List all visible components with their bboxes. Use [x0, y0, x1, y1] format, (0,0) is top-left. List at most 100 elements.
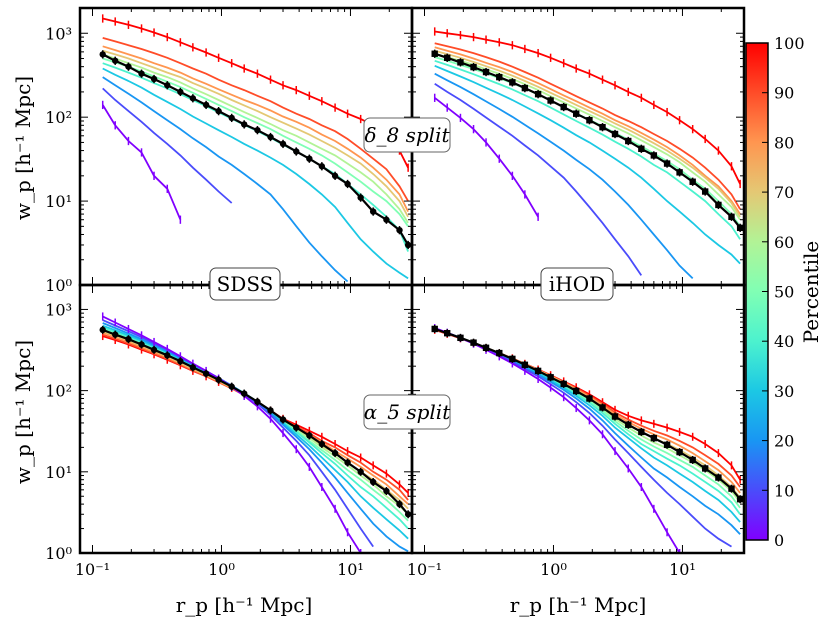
- data-point: [306, 155, 313, 162]
- series-top-left-90: [102, 37, 409, 202]
- y-axis-label-bottom: w_p [h⁻¹ Mpc]: [11, 340, 35, 484]
- data-point: [701, 188, 709, 195]
- data-point: [547, 374, 554, 381]
- series-bottom-left-50: [102, 327, 409, 522]
- data-point: [521, 361, 529, 369]
- colorbar-tick-label: 40: [774, 332, 794, 351]
- x-tick-label: 10⁰: [540, 560, 567, 579]
- data-point: [125, 63, 132, 70]
- data-point: [164, 352, 171, 359]
- data-point: [586, 395, 593, 402]
- series-line-10: [434, 83, 643, 276]
- data-point: [150, 346, 158, 354]
- data-point: [650, 434, 658, 442]
- series-top-left-all: [99, 50, 412, 250]
- series-line-20: [102, 76, 349, 283]
- split-label-alpha5: α_5 split: [363, 394, 451, 430]
- data-point: [215, 107, 222, 115]
- series-bottom-right-all: [431, 324, 744, 504]
- colorbar-tick-label: 100: [774, 34, 805, 53]
- colorbar-tick-label: 0: [774, 531, 784, 550]
- data-point: [331, 449, 339, 457]
- series-line-30: [434, 64, 741, 265]
- series-line-100: [434, 30, 741, 185]
- colorbar-tick-label: 10: [774, 481, 794, 500]
- data-point: [112, 331, 119, 338]
- data-point: [444, 54, 451, 61]
- data-point: [150, 75, 158, 83]
- data-point: [715, 474, 722, 481]
- svg-text:iHOD: iHOD: [549, 272, 605, 296]
- data-point: [457, 334, 464, 342]
- data-point: [189, 95, 197, 102]
- series-line-0: [434, 97, 539, 218]
- colorbar-tick-label: 20: [774, 432, 794, 451]
- data-point: [202, 370, 210, 377]
- series-top-left-0: [101, 100, 182, 224]
- data-point: [369, 208, 377, 215]
- data-point: [638, 145, 645, 152]
- series-line-30: [434, 327, 741, 523]
- data-point: [125, 335, 132, 343]
- series-line-90: [102, 37, 409, 202]
- data-point: [228, 383, 235, 390]
- data-point: [138, 70, 145, 77]
- data-point: [676, 169, 683, 176]
- data-point: [254, 126, 261, 134]
- series-line-50: [102, 327, 409, 522]
- panels: [99, 14, 744, 553]
- data-point: [279, 140, 287, 148]
- data-point: [736, 224, 744, 232]
- svg-text:δ_8 split: δ_8 split: [364, 123, 450, 147]
- data-point: [215, 376, 222, 383]
- series-top-right-30: [434, 64, 741, 265]
- data-point: [344, 459, 351, 466]
- data-point: [599, 123, 606, 131]
- data-point: [457, 59, 464, 66]
- data-point: [369, 478, 377, 486]
- data-point: [228, 114, 235, 122]
- series-top-right-all: [431, 49, 744, 232]
- series-top-right-10: [434, 83, 643, 276]
- y-tick-label: 10¹: [45, 463, 72, 482]
- data-point: [357, 468, 364, 476]
- series-top-left-20: [102, 76, 349, 283]
- data-point: [663, 441, 671, 449]
- colorbar-tick-label: 70: [774, 183, 794, 202]
- sample-label-ihod: iHOD: [540, 267, 614, 301]
- sample-label-sdss: SDSS: [209, 267, 281, 301]
- colorbar-label: Percentile: [799, 241, 823, 344]
- series-line-80: [434, 46, 741, 215]
- data-point: [254, 398, 261, 405]
- data-point: [611, 413, 619, 420]
- data-point: [164, 82, 171, 89]
- data-point: [482, 344, 490, 351]
- panel-top-right: [431, 27, 744, 280]
- series-bottom-left-all: [99, 325, 412, 519]
- data-point: [112, 57, 119, 64]
- colorbar-tick-label: 90: [774, 84, 794, 103]
- y-tick-label: 10³: [45, 24, 72, 43]
- data-point: [625, 137, 632, 145]
- series-line-10: [434, 327, 732, 548]
- series-line-60: [434, 328, 741, 503]
- data-point: [599, 404, 606, 411]
- data-point: [509, 79, 516, 86]
- data-point: [496, 349, 503, 357]
- panel-frame: [78, 283, 414, 555]
- data-point: [534, 367, 542, 375]
- series-bottom-left-10: [102, 319, 374, 548]
- panel-bottom-left: [99, 312, 412, 553]
- series-line-30: [102, 324, 409, 540]
- series-line-70: [102, 49, 409, 218]
- data-point: [138, 341, 145, 348]
- x-axis-label-right: r_p [h⁻¹ Mpc]: [510, 593, 647, 617]
- series-line-30: [102, 67, 409, 280]
- colorbar-tick-label: 30: [774, 382, 794, 401]
- data-point: [306, 432, 313, 439]
- series-bottom-right-60: [434, 328, 741, 503]
- data-point: [396, 500, 403, 508]
- series-top-right-20: [434, 72, 694, 280]
- ticks-top-left: [80, 7, 413, 286]
- series-line-70: [102, 330, 409, 510]
